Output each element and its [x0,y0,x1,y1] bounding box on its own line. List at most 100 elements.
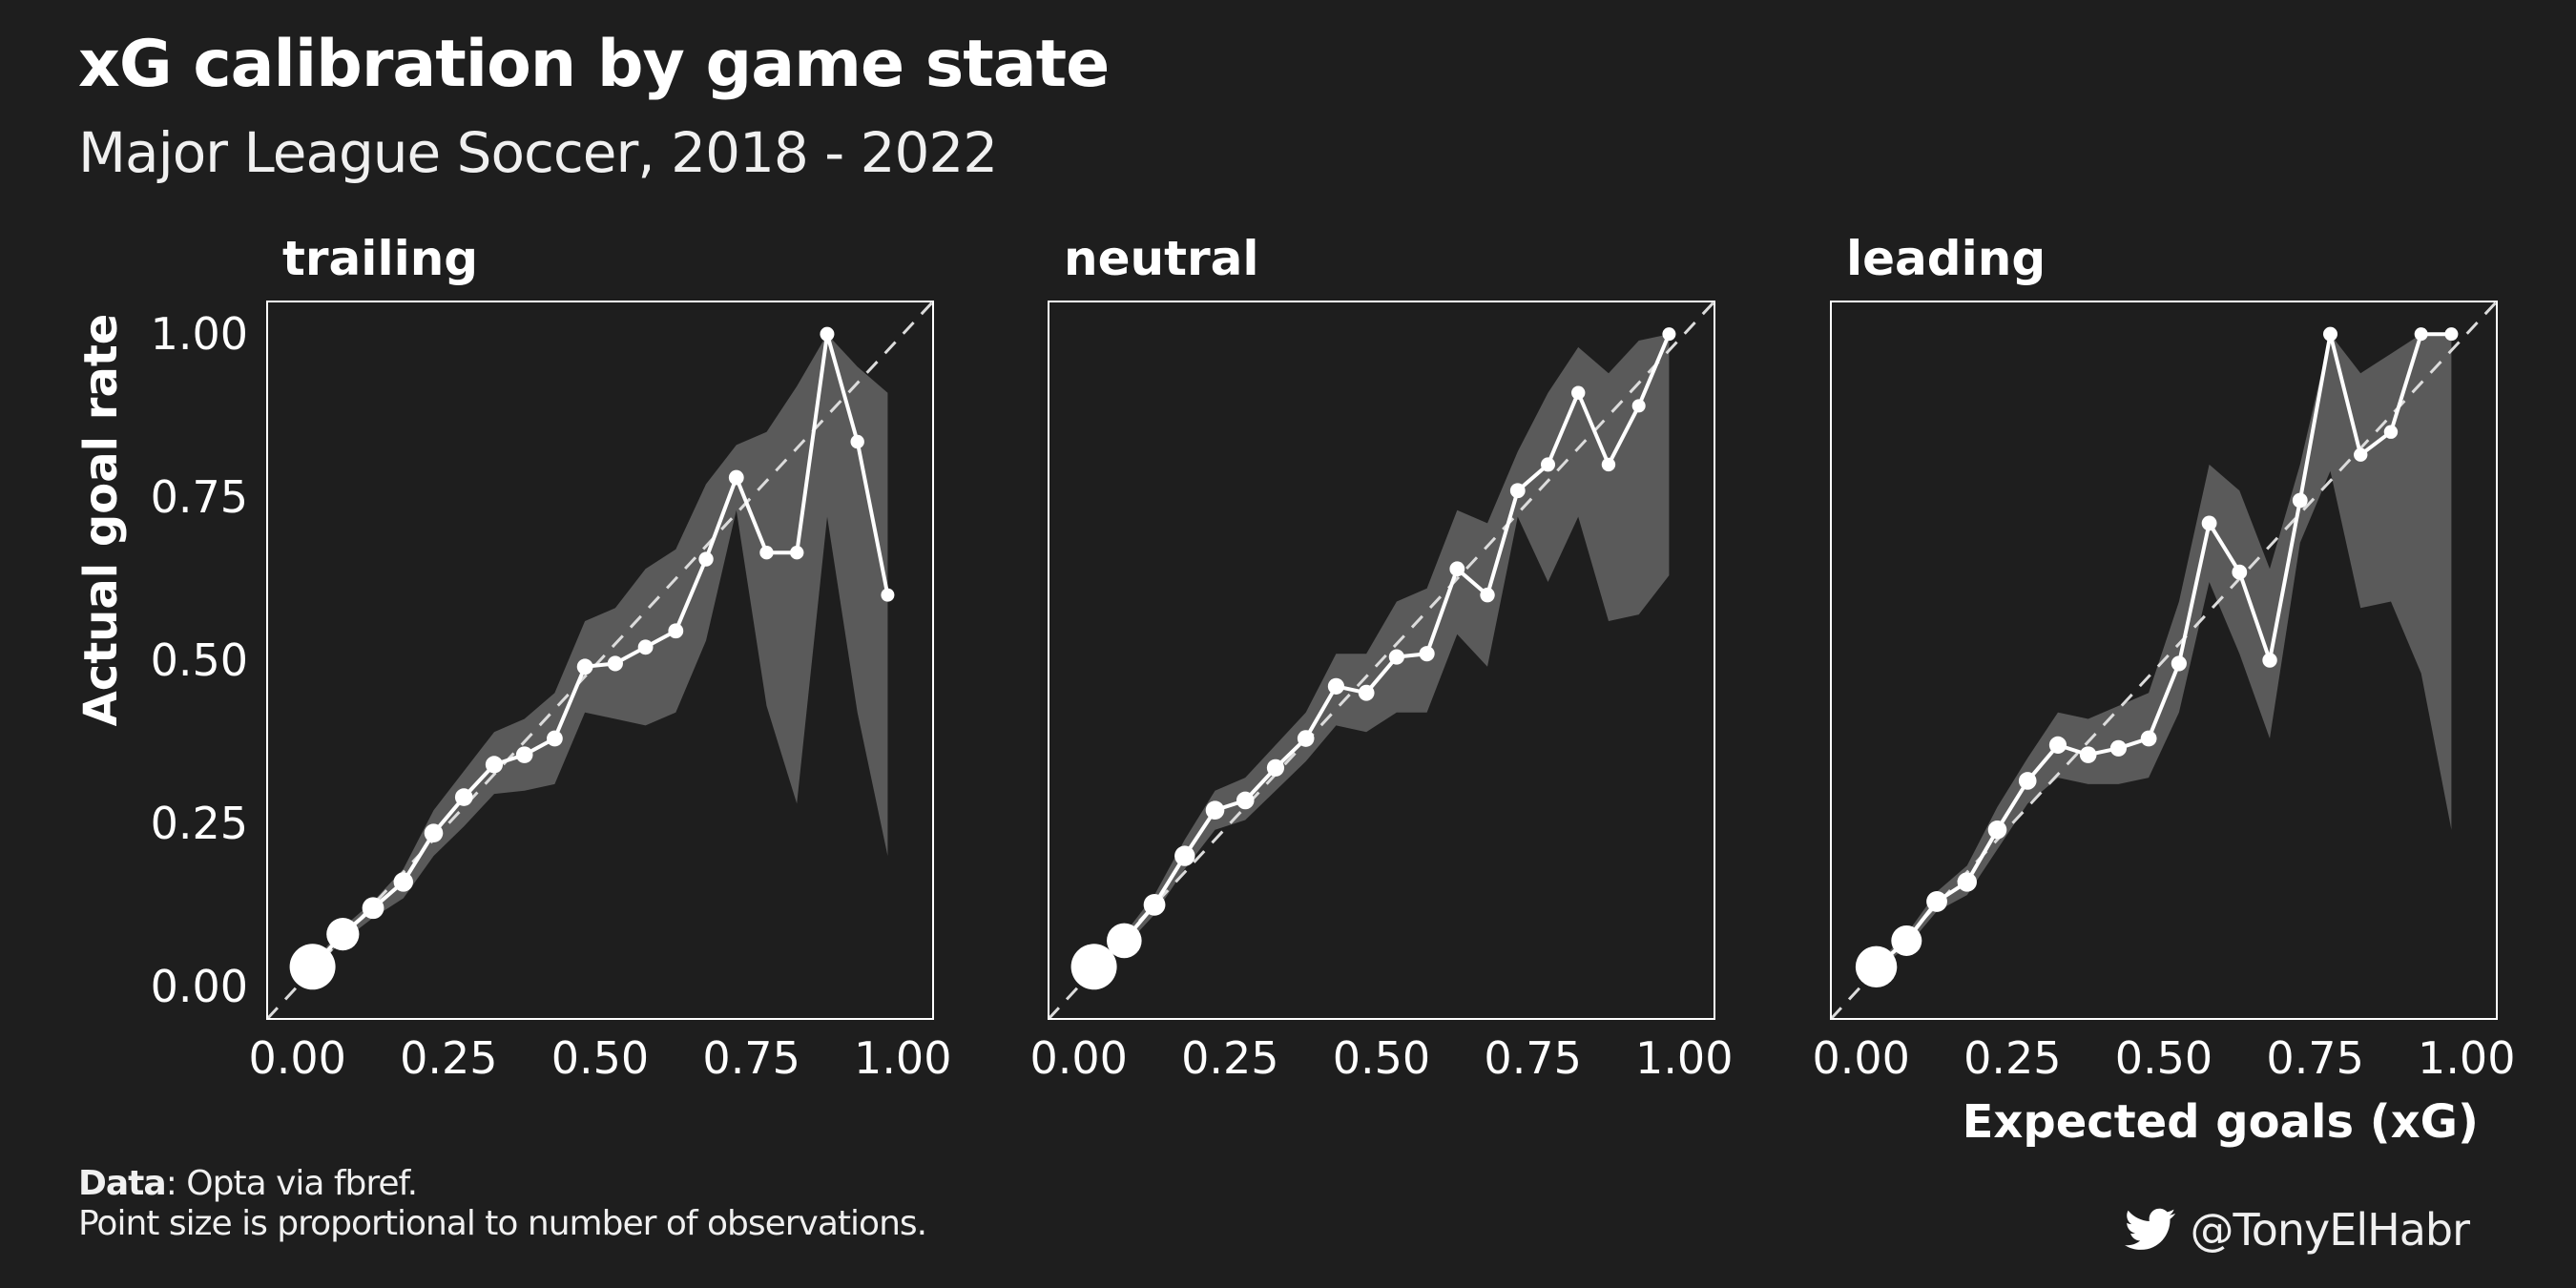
panel-leading: leading 0.00 0.25 0.50 0.75 1.00 [1813,231,2516,1084]
data-point [881,588,895,602]
data-point [1205,800,1225,821]
x-tick-label: 0.00 [249,1032,346,1084]
y-tick-label: 0.25 [151,798,248,849]
data-point [362,897,384,920]
calibration-line [1875,332,2452,968]
caption-data-text: : Opta via fbref. [165,1164,418,1203]
data-point [1509,483,1526,499]
x-tick-label: 0.25 [1963,1032,2061,1084]
data-point [2262,653,2277,668]
data-point [2018,772,2037,790]
panel-trailing: trailing 0.00 0.25 0.50 0.75 1.00 0.00 0.25 0.50… [151,231,952,1084]
data-point [698,551,714,567]
y-tick-label: 0.50 [151,634,248,686]
data-point [668,623,684,639]
data-point [790,546,804,560]
data-point [1266,758,1285,777]
data-point [607,655,623,672]
y-tick-label: 0.00 [151,961,248,1012]
data-point [1143,893,1166,916]
data-point [2414,327,2428,342]
data-point [2354,447,2368,462]
panel-border [266,301,934,1020]
data-point [850,434,864,449]
data-point [1174,845,1195,866]
data-point [1327,677,1345,695]
x-tick-label: 0.00 [1813,1032,1910,1084]
y-tick-label: 0.75 [151,471,248,523]
x-tick-label: 0.50 [2115,1032,2212,1084]
data-point [637,639,654,655]
data-point [1449,561,1465,577]
panel-border [1830,301,2498,1020]
data-point [515,746,533,763]
x-tick-label: 1.00 [854,1032,951,1084]
data-point [1891,924,1922,956]
caption: Data: Opta via fbref. Point size is prop… [78,1164,927,1244]
data-point [1631,399,1646,413]
data-point [820,326,835,342]
caption-data-label: Data [78,1164,167,1203]
data-point [2201,515,2217,531]
data-point [1388,649,1404,665]
data-point [2109,739,2128,757]
data-point [1571,385,1586,400]
data-point [2048,736,2067,754]
x-tick-label: 0.75 [702,1032,800,1084]
data-point [2232,564,2248,580]
data-point [2383,425,2399,439]
data-point [1070,944,1117,990]
data-point [454,788,473,806]
data-point [326,918,360,951]
data-point [393,872,413,892]
data-point [759,546,774,560]
data-point [1987,820,2007,840]
x-tick-label: 0.25 [400,1032,497,1084]
data-point [1297,730,1315,747]
confidence-ribbon [1093,334,1670,970]
data-point [1601,457,1616,472]
caption-source: Data: Opta via fbref. [78,1164,926,1204]
data-point [2140,730,2157,747]
x-tick-label: 1.00 [1635,1032,1733,1084]
data-point [1107,923,1142,959]
data-point [485,756,504,774]
x-tick-label: 0.25 [1181,1032,1278,1084]
chart-subtitle: Major League Soccer, 2018 - 2022 [78,120,998,185]
data-point [2079,746,2097,763]
data-point [576,658,593,675]
x-tick-label: 0.75 [1484,1032,1581,1084]
x-tick-label: 0.50 [551,1032,649,1084]
x-tick-label: 0.50 [1333,1032,1430,1084]
data-point [2323,326,2337,342]
data-point [728,469,744,486]
data-point [1957,872,1977,892]
twitter-handle[interactable]: @TonyElHabr [2125,1204,2470,1256]
chart-title: xG calibration by game state [78,27,1110,102]
data-point [424,823,444,842]
twitter-handle-text: @TonyElHabr [2190,1204,2470,1256]
x-axis-title: Expected goals (xG) [1963,1095,2479,1149]
panel-title: neutral [1064,231,1259,286]
data-point [2444,327,2459,342]
x-tick-label: 0.75 [2266,1032,2363,1084]
x-tick-label: 0.00 [1030,1032,1128,1084]
caption-note: Point size is proportional to number of … [78,1204,927,1243]
panel-title: leading [1846,231,2046,286]
data-point [2171,655,2187,672]
x-tick-label: 1.00 [2418,1032,2515,1084]
twitter-bird-icon [2125,1208,2176,1250]
data-point [289,944,336,990]
data-point [1419,646,1435,662]
y-tick-label: 1.00 [151,308,248,360]
panel-border [1048,301,1715,1020]
data-point [1662,327,1676,342]
data-point [547,730,563,747]
data-point [1480,587,1495,603]
confidence-ribbon [1876,334,2452,970]
data-point [1926,891,1947,912]
data-point [1236,791,1255,810]
data-point [1358,684,1375,701]
panel-title: trailing [282,231,478,286]
